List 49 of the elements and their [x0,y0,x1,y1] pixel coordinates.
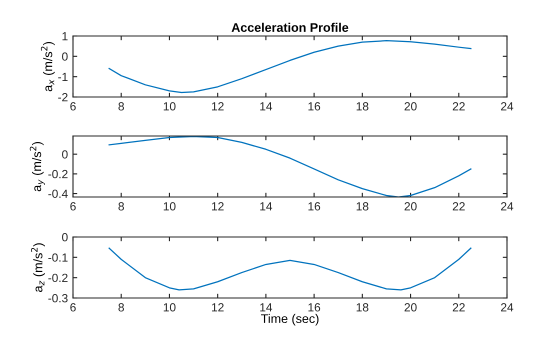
y-tick-label: -0.2 [48,170,68,178]
x-tick-label: 14 [260,303,272,312]
x-tick-label: 10 [164,303,176,312]
x-tick-label: 16 [308,102,320,111]
y-tick-label: -0.4 [48,190,68,198]
x-tick-label: 12 [212,303,224,312]
x-tick-label: 20 [404,303,417,312]
x-tick-label: 12 [212,102,224,110]
x-tick-label: 20 [404,102,417,111]
y-tick-label: 0 [62,150,68,159]
x-tick-label: 6 [70,102,76,111]
x-tick-label: 22 [452,102,465,110]
x-tick-label: 6 [70,202,76,211]
x-tick-label: 24 [501,102,514,110]
x-tick-label: 24 [501,303,514,312]
y-axis-title: a$_{y}$ (m/s$^{2}$) [30,142,45,192]
line-series [108,136,472,197]
x-tick-label: 10 [164,102,176,111]
x-tick-label: 24 [501,202,514,210]
line-series [108,248,472,290]
x-tick-label: 10 [164,202,176,211]
x-tick-label: 20 [404,202,417,211]
y-tick-label: -0.2 [48,274,68,282]
x-axis-title: Time (sec) [261,314,319,326]
y-tick-label: 1 [62,32,68,40]
x-tick-label: 22 [452,202,465,210]
x-tick-label: 6 [70,303,76,312]
line-series [108,40,472,94]
x-tick-label: 8 [118,102,124,111]
y-tick-label: -0.1 [48,253,68,262]
y-tick-label: -2 [58,93,68,102]
x-tick-label: 22 [452,303,465,312]
x-tick-label: 8 [118,303,124,312]
y-tick-label: 0 [62,52,68,61]
y-tick-label: -0.3 [48,294,68,302]
y-tick-label: -1 [58,72,68,81]
x-tick-label: 16 [308,202,320,211]
y-axis-title: a$_{x}$ (m/s$^{2}$) [40,42,55,92]
x-tick-label: 8 [118,202,124,211]
y-tick-label: 0 [62,233,68,242]
y-axis-title: a$_{z}$ (m/s$^{2}$) [31,243,45,292]
x-tick-label: 18 [356,303,368,312]
x-tick-label: 12 [212,202,224,210]
x-tick-label: 14 [260,202,272,210]
x-tick-label: 18 [356,102,368,111]
x-tick-label: 18 [356,202,368,211]
x-tick-label: 16 [308,303,320,312]
x-tick-label: 14 [260,102,272,110]
chart-title: Acceleration Profile [232,22,348,32]
